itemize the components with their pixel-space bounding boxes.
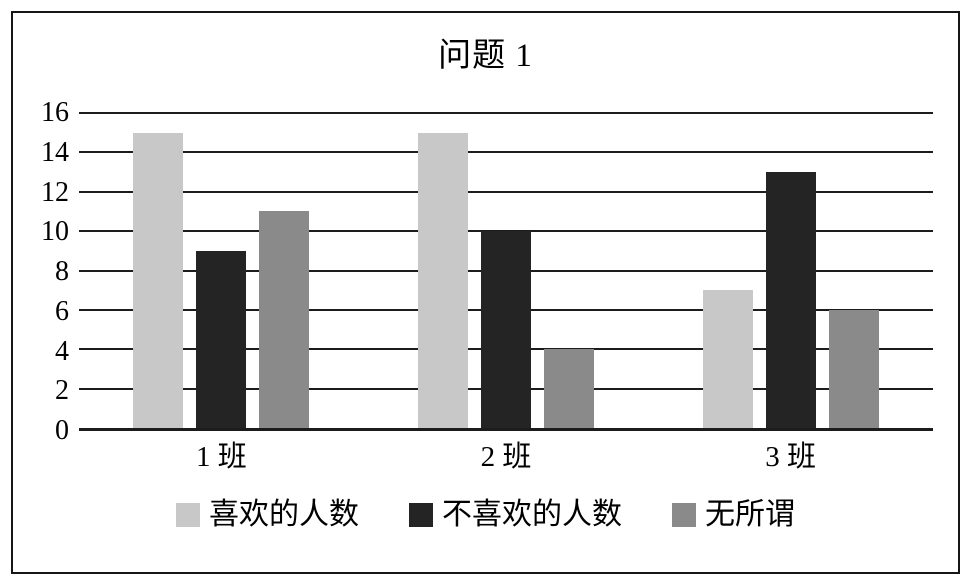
y-tick-label: 14 <box>41 136 69 168</box>
legend-item: 不喜欢的人数 <box>409 498 622 532</box>
bar <box>418 132 468 428</box>
plot-area <box>79 112 933 431</box>
y-tick-label: 8 <box>55 256 69 287</box>
bar-group <box>79 113 364 428</box>
bar <box>702 290 753 428</box>
y-tick-label: 0 <box>55 415 69 446</box>
chart-frame: 问题 1 0 2 4 6 8 10 12 14 16 1 班 2 班 3 班 喜欢的人数 不喜欢的人数… <box>11 11 960 574</box>
bar <box>765 172 816 428</box>
legend-label: 无所谓 <box>705 498 795 531</box>
legend: 喜欢的人数 不喜欢的人数 无所谓 <box>13 498 958 532</box>
bar-group <box>648 113 933 428</box>
y-axis: 0 2 4 6 8 10 12 14 16 <box>13 98 75 446</box>
legend-item: 喜欢的人数 <box>176 498 359 532</box>
legend-item: 无所谓 <box>672 498 795 532</box>
x-axis: 1 班 2 班 3 班 <box>79 431 933 474</box>
gridline <box>79 190 933 193</box>
x-tick-label: 2 班 <box>480 441 532 473</box>
y-tick-label: 16 <box>41 97 69 128</box>
bar <box>259 211 310 428</box>
legend-swatch-icon <box>409 503 433 527</box>
x-tick-label: 1 班 <box>195 441 247 473</box>
bar <box>196 250 247 428</box>
x-tick-label: 3 班 <box>765 441 817 473</box>
bar-group <box>364 113 649 428</box>
y-tick-label: 4 <box>55 335 69 367</box>
legend-label: 喜欢的人数 <box>209 498 359 531</box>
bar <box>828 309 879 428</box>
bar <box>133 132 184 428</box>
bar <box>544 349 594 428</box>
y-tick-label: 6 <box>55 295 69 327</box>
gridline <box>79 112 933 114</box>
y-tick-label: 12 <box>41 176 69 208</box>
legend-label: 不喜欢的人数 <box>442 498 622 531</box>
legend-swatch-icon <box>176 503 200 527</box>
bar <box>481 231 531 428</box>
plot-row: 0 2 4 6 8 10 12 14 16 <box>13 98 958 446</box>
chart-title: 问题 1 <box>438 38 533 74</box>
gridline <box>79 151 933 154</box>
y-tick-label: 10 <box>41 216 69 248</box>
y-tick-label: 2 <box>55 375 69 407</box>
legend-swatch-icon <box>672 503 696 527</box>
bar-groups <box>79 113 933 428</box>
